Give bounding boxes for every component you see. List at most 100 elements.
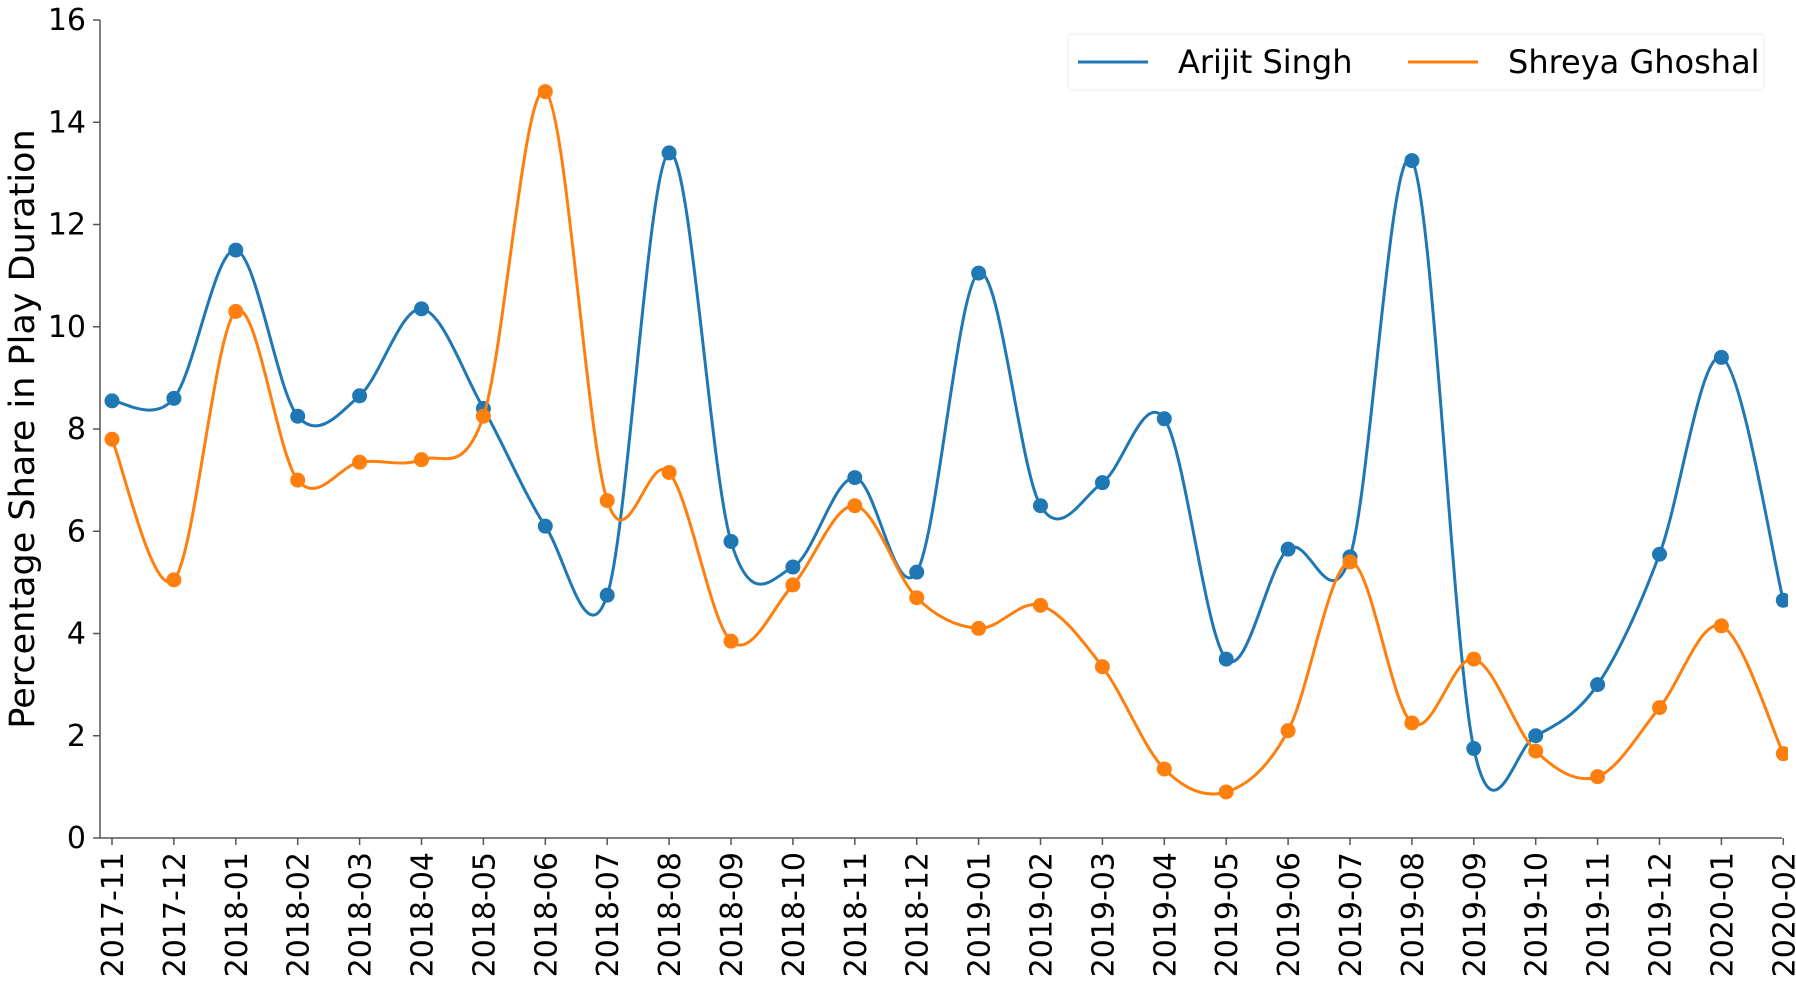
series-layer [104,84,1788,800]
x-tick-label: 2019-04 [1148,852,1183,977]
x-tick-label: 2019-02 [1025,852,1060,977]
data-point [1280,723,1296,739]
x-tick-label: 2019-06 [1272,852,1307,977]
series-1 [104,84,1788,800]
data-point [723,533,739,549]
x-tick-label: 2018-01 [220,852,255,977]
y-tick-label: 14 [48,105,86,140]
legend-items: Arijit Singh Shreya Ghoshal [1078,43,1760,81]
data-point [1033,498,1048,514]
x-tick-label: 2019-12 [1644,852,1679,977]
data-point [1466,741,1482,757]
x-tick-label: 2018-12 [901,852,936,977]
x-tick-label: 2020-02 [1767,852,1796,977]
legend-label: Shreya Ghoshal [1508,43,1760,81]
x-tick-label: 2019-08 [1396,852,1431,977]
data-point [599,493,615,509]
x-tick-label: 2018-03 [344,852,379,977]
data-point [1713,349,1729,365]
data-point [785,577,801,593]
data-point [1218,651,1234,667]
x-tick-label: 2018-11 [839,852,874,977]
data-point [1528,743,1544,759]
data-point [1713,618,1729,634]
data-point [290,408,306,424]
data-point [228,303,244,319]
plot-area: 0 2 4 6 8 10 12 14 16 2017-11 2017-12 2018-01 2018-… [48,3,1796,977]
x-tick-label: 2018-10 [777,852,812,977]
data-point [104,393,120,409]
data-point [1280,541,1296,557]
y-tick-label: 0 [67,821,86,856]
legend: Arijit Singh Shreya Ghoshal [1067,33,1765,91]
x-tick-label: 2017-12 [158,852,193,977]
data-point [1652,700,1667,716]
data-point [971,265,987,281]
data-point [414,452,429,468]
x-tick-label: 2017-11 [96,852,131,977]
x-tick-label: 2018-06 [529,852,564,977]
data-point [1404,153,1420,169]
series-line [110,90,1785,796]
data-point [599,587,615,603]
x-tick-label: 2018-02 [282,852,317,977]
data-point [1775,592,1788,608]
legend-label: Arijit Singh [1178,43,1353,81]
data-point [1033,597,1048,613]
data-point [661,464,677,480]
x-axis-ticks: 2017-11 2017-12 2018-01 2018-02 2018-03 2018-… [96,838,1796,977]
y-tick-label: 4 [67,617,86,652]
x-tick-label: 2019-09 [1458,852,1493,977]
x-tick-label: 2019-03 [1086,852,1121,977]
data-point [1466,651,1482,667]
x-tick-label: 2019-11 [1582,852,1617,977]
series-line [111,151,1785,792]
data-point [352,388,368,404]
x-tick-label: 2019-10 [1520,852,1555,977]
x-tick-label: 2018-08 [653,852,688,977]
data-point [1590,769,1606,785]
data-point [847,498,863,514]
y-tick-label: 16 [48,3,86,38]
data-point [414,301,429,317]
data-point [166,572,182,588]
data-point [909,590,925,606]
data-point [475,408,491,424]
data-point [228,242,244,258]
x-tick-label: 2019-07 [1334,852,1369,977]
data-point [166,390,182,406]
y-tick-label: 8 [67,412,86,447]
y-tick-label: 12 [48,208,86,243]
x-tick-label: 2018-05 [467,852,502,977]
data-point [1094,659,1110,675]
x-tick-label: 2020-01 [1705,852,1740,977]
data-point [909,564,925,580]
data-point [1156,411,1172,427]
x-tick-label: 2019-05 [1210,852,1245,977]
data-point [290,472,306,488]
data-point [971,620,987,636]
data-point [785,559,801,575]
data-point [1652,546,1667,562]
data-point [1404,715,1420,731]
x-tick-label: 2019-01 [963,852,998,977]
data-point [1590,677,1606,693]
y-tick-label: 10 [48,310,86,345]
data-point [1342,554,1358,570]
x-tick-label: 2018-09 [715,852,750,977]
data-point [723,633,739,649]
data-point [1528,728,1544,744]
data-point [1218,784,1234,800]
x-tick-label: 2018-07 [591,852,626,977]
y-axis-ticks: 0 2 4 6 8 10 12 14 16 [48,3,100,856]
data-point [104,431,120,447]
x-tick-label: 2018-04 [406,852,441,977]
legend-item: Arijit Singh [1078,43,1353,81]
data-point [352,454,368,470]
data-point [537,518,553,534]
data-point [1775,746,1788,762]
data-point [1156,761,1172,777]
y-tick-label: 2 [67,719,86,754]
y-axis-title: Percentage Share in Play Duration [3,129,43,728]
